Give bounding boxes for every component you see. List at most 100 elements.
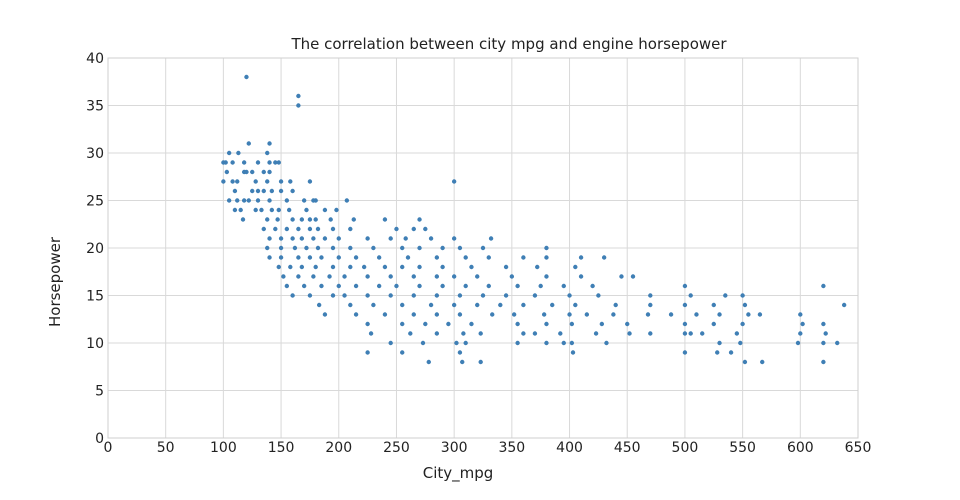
x-tick-label: 600	[787, 440, 814, 456]
x-axis-ticks: 0 50 100 150 200 250 300 350 400 450 500 550 600 650	[104, 440, 872, 456]
data-point	[821, 283, 826, 289]
data-point	[573, 302, 578, 308]
data-points	[221, 74, 847, 365]
data-point	[267, 236, 272, 241]
data-point	[353, 255, 359, 260]
data-point	[757, 312, 763, 317]
y-tick-label: 40	[86, 51, 104, 67]
data-point	[290, 236, 295, 241]
data-point	[521, 331, 526, 336]
x-tick-label: 500	[672, 440, 699, 456]
data-point	[244, 169, 249, 175]
data-point	[276, 207, 281, 213]
data-point	[434, 274, 440, 279]
data-point	[284, 226, 290, 232]
data-point	[330, 293, 336, 298]
y-tick-label: 30	[86, 146, 104, 162]
y-axis-ticks: 0 5 10 15 20 25 30 35 40	[86, 51, 104, 447]
data-point	[611, 312, 616, 317]
data-point	[336, 255, 341, 260]
data-point	[328, 217, 333, 222]
data-point	[238, 207, 243, 213]
data-point	[344, 198, 350, 203]
data-point	[299, 264, 305, 270]
data-point	[544, 245, 549, 251]
data-point	[365, 321, 370, 327]
x-tick-label: 250	[383, 440, 410, 456]
data-point	[322, 236, 328, 241]
data-point	[276, 160, 281, 165]
data-point	[304, 245, 309, 251]
data-point	[290, 217, 295, 222]
data-point	[244, 74, 249, 80]
data-point	[411, 293, 416, 298]
y-tick-label: 5	[95, 384, 104, 400]
data-point	[290, 293, 295, 298]
data-point	[405, 255, 411, 260]
data-point	[296, 255, 301, 260]
data-point	[795, 340, 801, 346]
data-point	[475, 274, 480, 279]
data-point	[515, 283, 520, 289]
data-point	[457, 312, 463, 317]
data-point	[463, 255, 468, 260]
data-point	[250, 188, 255, 194]
data-point	[463, 283, 468, 289]
x-tick-label: 350	[498, 440, 525, 456]
data-point	[311, 274, 316, 279]
data-point	[286, 207, 292, 213]
data-point	[648, 293, 653, 298]
y-tick-label: 25	[86, 194, 104, 210]
data-point	[255, 188, 261, 194]
data-point	[532, 331, 538, 336]
data-point	[319, 283, 324, 289]
data-point	[353, 312, 359, 317]
x-tick-label: 550	[729, 440, 756, 456]
data-point	[284, 198, 290, 203]
data-point	[544, 321, 549, 327]
x-tick-label: 650	[845, 440, 872, 456]
data-point	[223, 160, 228, 165]
data-point	[451, 236, 457, 241]
data-point	[717, 340, 722, 346]
data-point	[330, 245, 336, 251]
data-point	[688, 331, 693, 336]
data-point	[428, 236, 434, 241]
data-point	[241, 160, 247, 165]
data-point	[694, 312, 699, 317]
data-point	[567, 293, 572, 298]
data-point	[821, 321, 826, 327]
data-point	[451, 302, 457, 308]
data-point	[627, 331, 632, 336]
data-point	[400, 245, 405, 251]
data-point	[330, 264, 336, 270]
data-point	[648, 331, 653, 336]
data-point	[604, 340, 609, 346]
data-point	[255, 160, 261, 165]
y-tick-label: 15	[86, 289, 104, 305]
data-point	[351, 217, 356, 222]
data-point	[278, 255, 284, 260]
data-point	[336, 236, 341, 241]
data-point	[535, 264, 540, 270]
data-point	[376, 283, 382, 289]
data-point	[232, 207, 238, 213]
data-point	[307, 179, 313, 184]
data-point	[569, 340, 575, 346]
data-point	[596, 293, 601, 298]
data-point	[798, 331, 803, 336]
data-point	[371, 302, 376, 308]
data-point	[241, 198, 247, 203]
data-point	[322, 312, 328, 317]
data-point	[584, 312, 590, 317]
data-point	[230, 160, 235, 165]
y-tick-label: 0	[95, 431, 104, 447]
data-point	[348, 226, 353, 232]
data-point	[315, 226, 321, 232]
data-point	[388, 340, 393, 346]
data-point	[278, 236, 284, 241]
x-tick-label: 200	[325, 440, 352, 456]
data-point	[253, 207, 258, 213]
data-point	[841, 302, 847, 308]
data-point	[235, 179, 240, 184]
